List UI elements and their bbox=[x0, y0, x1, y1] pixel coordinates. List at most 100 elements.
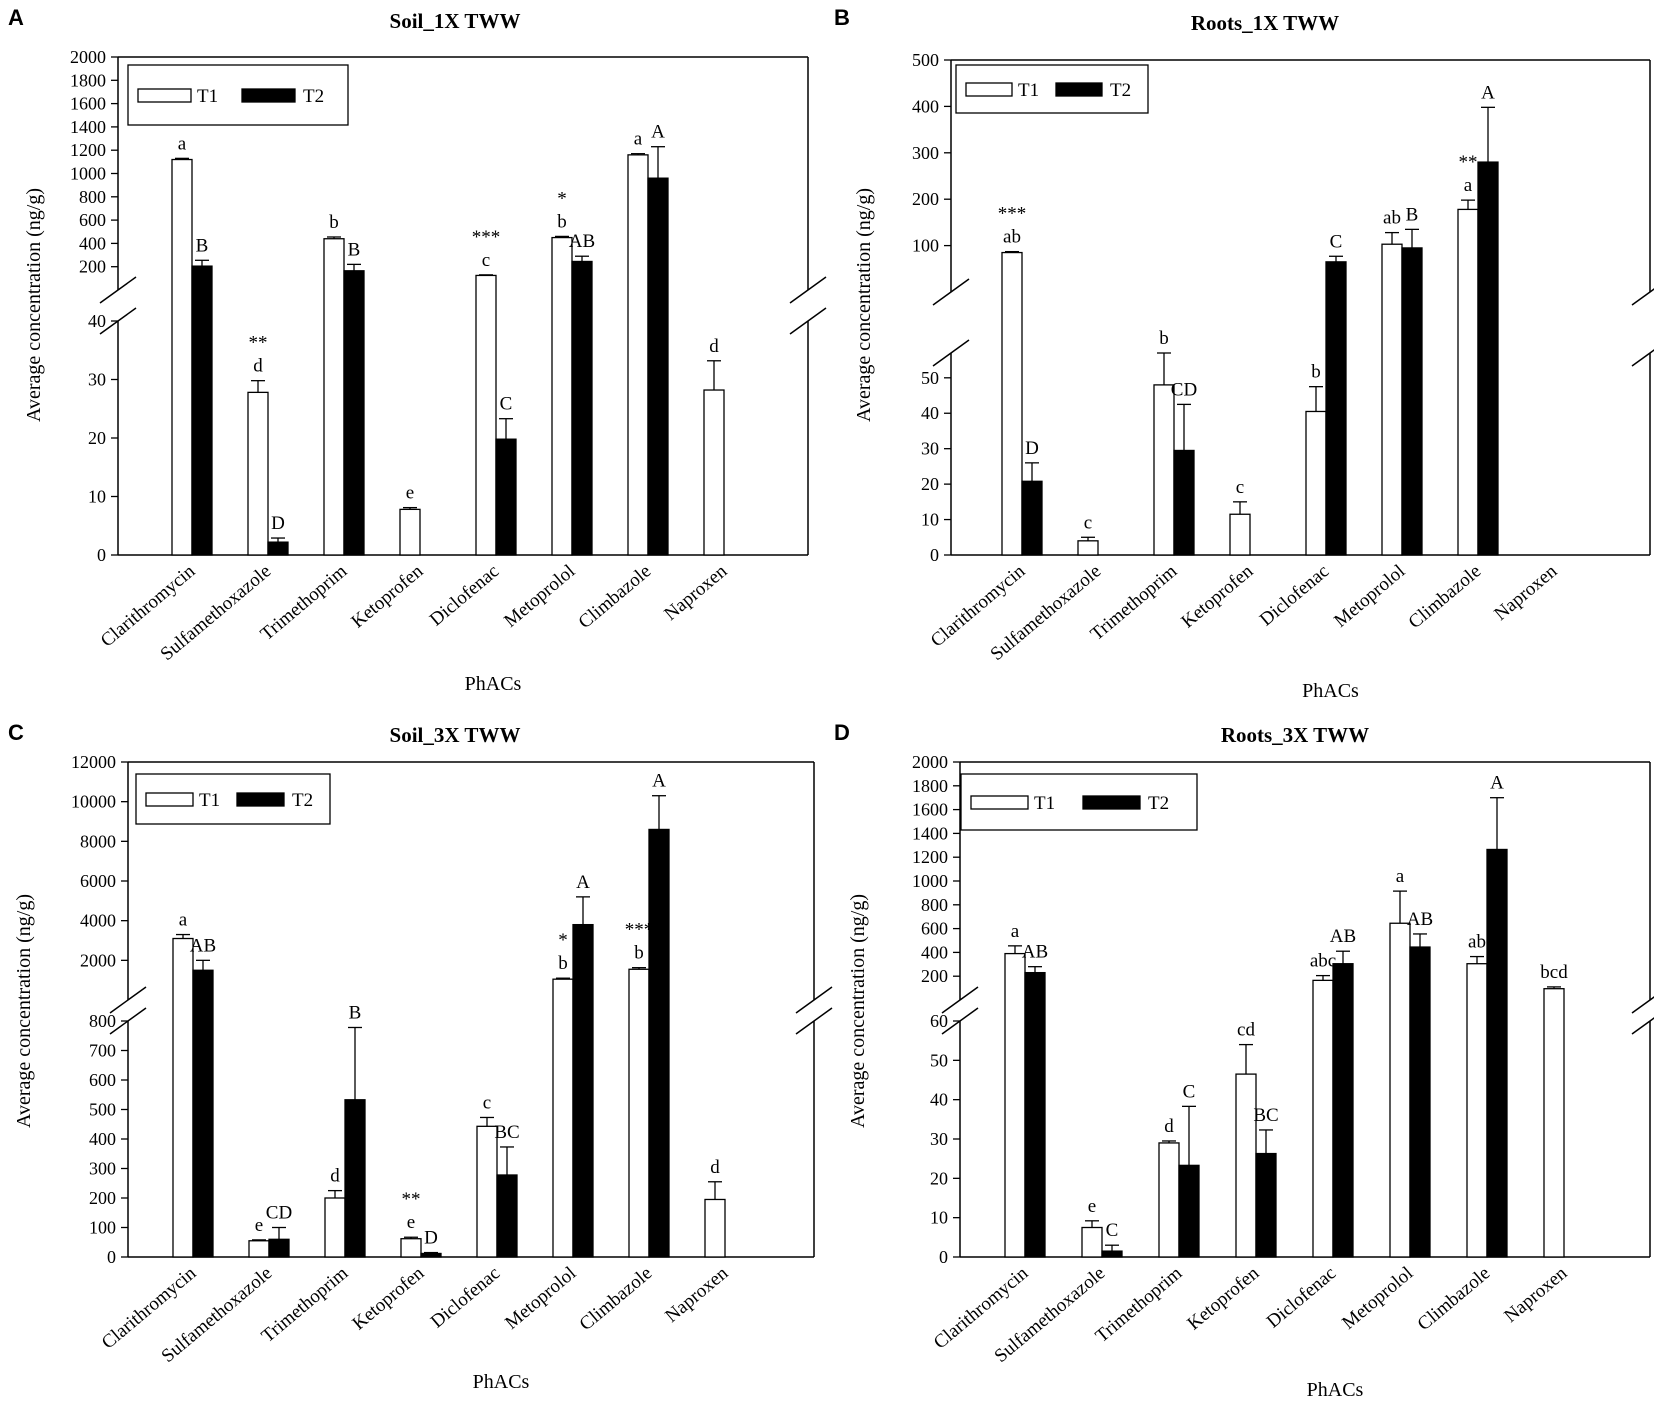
y-tick-label: 10000 bbox=[71, 792, 116, 812]
significance-letter: a bbox=[179, 910, 188, 931]
bar-t2 bbox=[1024, 971, 1046, 1258]
y-tick-label: 1800 bbox=[70, 70, 106, 90]
axis-break-right-1 bbox=[795, 986, 833, 1014]
y-tick-label: 1800 bbox=[912, 776, 948, 796]
y-tick-label: 6000 bbox=[80, 871, 116, 891]
y-tick-label: 400 bbox=[79, 233, 106, 253]
y-tick-label: 800 bbox=[921, 895, 948, 915]
panel-c: C Soil_3X TWW 0 100 200 300 400 500 600 700 800 200… bbox=[8, 720, 833, 1393]
x-tick-label: Metoprolol bbox=[501, 1263, 580, 1334]
y-tick-label: 20 bbox=[88, 428, 106, 448]
x-tick-label: Metoprolol bbox=[500, 561, 579, 632]
significance-letter: ab bbox=[1468, 932, 1486, 953]
significance-letter: A bbox=[652, 771, 666, 792]
y-tick-label: 40 bbox=[921, 403, 939, 423]
bar-t2 bbox=[420, 1252, 442, 1258]
panel-label: D bbox=[834, 720, 850, 745]
y-tick-label: 300 bbox=[89, 1159, 116, 1179]
significance-letter: c bbox=[483, 1092, 491, 1113]
legend-swatch-t2 bbox=[241, 88, 296, 103]
bar-t1 bbox=[248, 1240, 270, 1258]
bar-t1 bbox=[171, 158, 193, 556]
bar-t2 bbox=[343, 270, 365, 556]
significance-letter: d bbox=[1164, 1116, 1174, 1137]
y-tick-label: 30 bbox=[88, 370, 106, 390]
significance-letter: AB bbox=[190, 935, 216, 956]
x-tick-label: Diclofenac bbox=[427, 1263, 504, 1333]
legend-label-t1: T1 bbox=[1018, 80, 1039, 101]
y-tick-label: 1000 bbox=[70, 164, 106, 184]
significance-letter: A bbox=[1481, 82, 1495, 103]
significance-letter: ab bbox=[1383, 208, 1401, 229]
bar-t1 bbox=[399, 508, 421, 556]
legend: T1 T2 bbox=[960, 773, 1198, 831]
y-tick-label: 1200 bbox=[912, 847, 948, 867]
significance-letter: C bbox=[1183, 1081, 1196, 1102]
significance-letter: e bbox=[407, 1212, 415, 1233]
bar-t2 bbox=[571, 260, 593, 556]
panel-label: C bbox=[8, 720, 24, 745]
y-tick-label: 30 bbox=[921, 439, 939, 459]
bar-t1 bbox=[1081, 1226, 1103, 1258]
bar-t2 bbox=[1173, 449, 1195, 556]
significance-letter: D bbox=[424, 1228, 438, 1249]
y-tick-label: 20 bbox=[930, 1168, 948, 1188]
bar-t2 bbox=[267, 541, 289, 556]
significance-letter: a bbox=[178, 133, 187, 154]
y-tick-label: 8000 bbox=[80, 831, 116, 851]
panel-label: B bbox=[834, 5, 850, 30]
y-tick-label: 500 bbox=[912, 50, 939, 70]
bar-t1 bbox=[1381, 243, 1403, 556]
significance-letter: AB bbox=[1022, 942, 1048, 963]
significance-letter: d bbox=[253, 356, 263, 377]
bar-t2 bbox=[268, 1238, 290, 1258]
bar-t1 bbox=[172, 937, 194, 1258]
bar-t2 bbox=[192, 969, 214, 1258]
x-tick-label: Diclofenac bbox=[1263, 1263, 1340, 1333]
bar-t1 bbox=[627, 154, 649, 556]
legend-swatch-t1 bbox=[145, 792, 194, 807]
bar-t1 bbox=[1229, 513, 1251, 556]
y-tick-label: 400 bbox=[89, 1129, 116, 1149]
significance-letter: C bbox=[1106, 1220, 1119, 1241]
significance-letter: c bbox=[1084, 512, 1092, 533]
y-tick-label: 4000 bbox=[80, 911, 116, 931]
y-tick-label: 0 bbox=[930, 545, 939, 565]
y-tick-label: 200 bbox=[921, 966, 948, 986]
significance-letter: B bbox=[348, 239, 361, 260]
y-tick-label: 800 bbox=[89, 1011, 116, 1031]
significance-stars: *** bbox=[998, 204, 1027, 225]
significance-letter: B bbox=[1406, 204, 1419, 225]
significance-letter: a bbox=[1011, 921, 1020, 942]
y-axis-label: Average concentration (ng/g) bbox=[847, 894, 869, 1128]
y-tick-label: 1600 bbox=[70, 94, 106, 114]
y-tick-label: 12000 bbox=[71, 752, 116, 772]
bar-t2 bbox=[1325, 261, 1347, 556]
legend-label-t2: T2 bbox=[292, 790, 313, 811]
x-tick-label: Climbazole bbox=[575, 561, 656, 633]
bar-t1 bbox=[1158, 1142, 1180, 1258]
panel-label: A bbox=[8, 5, 24, 30]
y-tick-label: 10 bbox=[88, 487, 106, 507]
legend-swatch-t1 bbox=[965, 82, 1013, 97]
bar-t2 bbox=[191, 265, 213, 556]
y-tick-label: 0 bbox=[939, 1247, 948, 1267]
y-tick-label: 10 bbox=[930, 1208, 948, 1228]
panel-b: B Roots_1X TWW 0 10 20 30 40 50 100 200 300 400 500 A… bbox=[834, 5, 1654, 702]
axis-break-left-1 bbox=[941, 986, 979, 1014]
y-tick-label: 400 bbox=[912, 96, 939, 116]
bar-t2 bbox=[1409, 946, 1431, 1258]
bar-t1 bbox=[324, 1197, 346, 1258]
x-tick-label: Metoprolol bbox=[1330, 561, 1409, 632]
significance-letter: b bbox=[558, 953, 568, 974]
bar-t1 bbox=[1153, 384, 1175, 556]
significance-letter: AB bbox=[1407, 909, 1433, 930]
significance-stars: * bbox=[557, 188, 567, 209]
significance-letter: c bbox=[482, 250, 490, 271]
x-tick-label: Naproxen bbox=[1490, 560, 1561, 625]
x-axis-label: PhACs bbox=[473, 1371, 530, 1393]
x-tick-label: Diclofenac bbox=[1256, 561, 1333, 631]
x-tick-label: Ketoprofen bbox=[1183, 1262, 1263, 1334]
y-tick-label: 20 bbox=[921, 474, 939, 494]
